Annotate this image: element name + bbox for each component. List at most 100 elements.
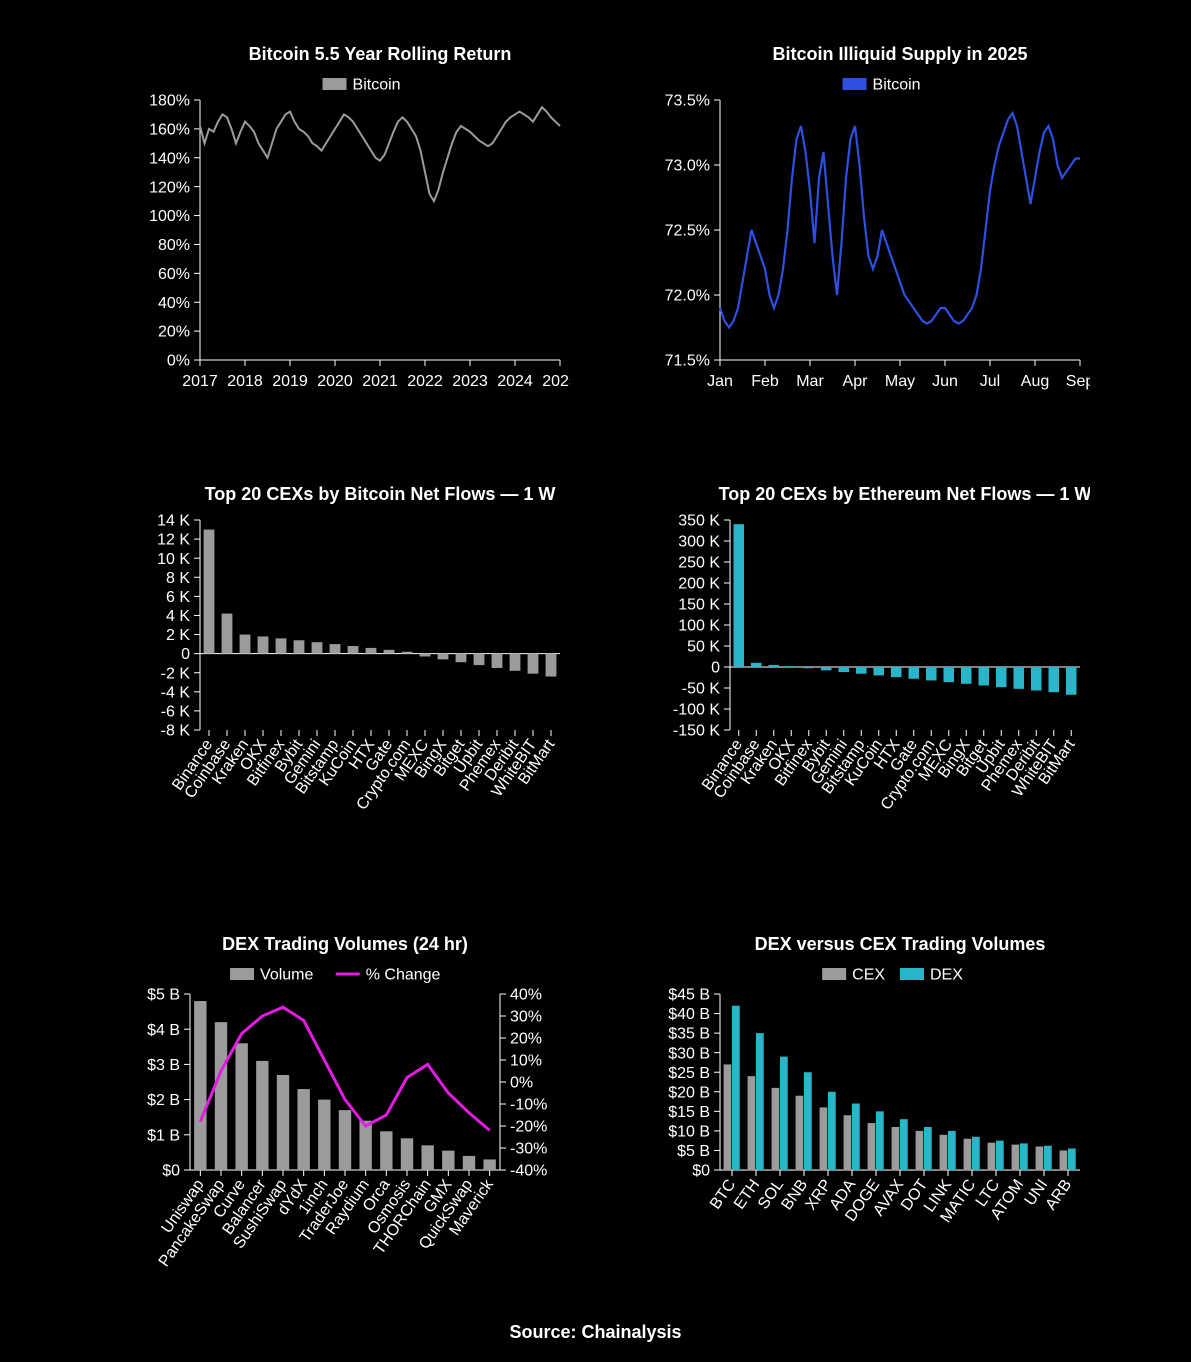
y-tick-label: 250 K [678, 555, 720, 572]
bar [463, 1156, 475, 1170]
x-tick-label: ARB [1042, 1177, 1075, 1214]
bar [856, 667, 867, 674]
bar [528, 654, 539, 674]
y-tick-label: 0 [711, 660, 720, 677]
y-tick-label: 4 K [166, 608, 190, 625]
legend-label: DEX [930, 967, 963, 984]
y-tick-label: $5 B [677, 1143, 710, 1160]
bar [1060, 1150, 1068, 1170]
y-tick-label: -100 K [673, 702, 720, 719]
y-tick-label: 0% [167, 353, 190, 370]
y-tick-label: $1 B [147, 1127, 180, 1144]
bar [964, 1139, 972, 1170]
x-tick-label: Mar [796, 373, 824, 390]
y2-tick-label: -30% [510, 1141, 547, 1158]
bar [751, 663, 762, 667]
bar [748, 1076, 756, 1170]
bar [339, 1110, 351, 1170]
bar [734, 524, 745, 667]
x-tick-label: 2017 [182, 373, 218, 390]
x-tick-label: Apr [843, 373, 869, 390]
y-tick-label: $2 B [147, 1092, 180, 1109]
legend-swatch [230, 968, 254, 980]
y2-tick-label: 20% [510, 1031, 542, 1048]
bar [769, 665, 780, 667]
bar [926, 667, 937, 680]
bar [442, 1151, 454, 1170]
y-tick-label: -2 K [161, 665, 191, 682]
bar [756, 1033, 764, 1170]
y2-tick-label: -20% [510, 1119, 547, 1136]
y-tick-label: 350 K [678, 513, 720, 530]
panel-f-chart: DEX versus CEX Trading VolumesCEXDEX$0$5… [640, 930, 1090, 1295]
bar [979, 667, 990, 685]
bar [874, 667, 885, 675]
bar [277, 1075, 289, 1170]
bar [772, 1088, 780, 1170]
x-tick-label: 2022 [407, 373, 443, 390]
panel-c-chart: Top 20 CEXs by Bitcoin Net Flows — 1 W-8… [120, 480, 570, 845]
y-tick-label: 300 K [678, 534, 720, 551]
x-tick-label: BTC [707, 1177, 739, 1213]
y2-tick-label: 10% [510, 1053, 542, 1070]
bar [924, 1127, 932, 1170]
y-tick-label: $0 [692, 1163, 710, 1180]
bar [359, 1121, 371, 1170]
bar [1020, 1143, 1028, 1170]
y-tick-label: 80% [158, 237, 190, 254]
y-tick-label: $4 B [147, 1022, 180, 1039]
y-tick-label: 0 [181, 646, 190, 663]
bar [348, 646, 359, 654]
y2-tick-label: 0% [510, 1075, 533, 1092]
bar [421, 1145, 433, 1170]
y-tick-label: 20% [158, 324, 190, 341]
bar [474, 654, 485, 665]
bar [1036, 1147, 1044, 1170]
bar [402, 652, 413, 654]
line-series [720, 113, 1080, 328]
bar [804, 1072, 812, 1170]
x-tick-label: Jun [932, 373, 958, 390]
x-tick-label: Jul [980, 373, 1000, 390]
y-tick-label: 100% [149, 208, 190, 225]
bar [948, 1131, 956, 1170]
y-tick-label: 120% [149, 179, 190, 196]
y-tick-label: 140% [149, 150, 190, 167]
y-tick-label: -4 K [161, 684, 191, 701]
bar [276, 638, 287, 653]
y-tick-label: 71.5% [665, 353, 710, 370]
chart-title: DEX Trading Volumes (24 hr) [222, 934, 468, 954]
bar [1031, 667, 1042, 691]
legend-swatch [843, 78, 867, 90]
bar [258, 636, 269, 653]
bar [366, 648, 377, 654]
bar [786, 666, 797, 667]
bar [546, 654, 557, 677]
y-tick-label: 73.5% [665, 93, 710, 110]
legend-label: Bitcoin [873, 77, 921, 94]
y-tick-label: $40 B [668, 1006, 710, 1023]
bar [724, 1064, 732, 1170]
panel-d-chart: Top 20 CEXs by Ethereum Net Flows — 1 W-… [640, 480, 1090, 845]
bar [456, 654, 467, 663]
bar [804, 667, 815, 668]
x-tick-label: Feb [751, 373, 779, 390]
bar [492, 654, 503, 668]
chart-title: Bitcoin Illiquid Supply in 2025 [772, 44, 1027, 64]
bar [796, 1096, 804, 1170]
y-tick-label: 72.5% [665, 223, 710, 240]
y-tick-label: 160% [149, 121, 190, 138]
bar [944, 667, 955, 682]
bar [438, 654, 449, 660]
bar [380, 1131, 392, 1170]
y-tick-label: $0 [162, 1163, 180, 1180]
y-tick-label: $5 B [147, 987, 180, 1004]
bar [988, 1143, 996, 1170]
y-tick-label: 180% [149, 93, 190, 110]
y-tick-label: 8 K [166, 570, 190, 587]
bar [401, 1138, 413, 1170]
bar [222, 614, 233, 654]
x-tick-label: 2023 [452, 373, 488, 390]
bar [780, 1057, 788, 1170]
y-tick-label: -150 K [673, 723, 720, 740]
